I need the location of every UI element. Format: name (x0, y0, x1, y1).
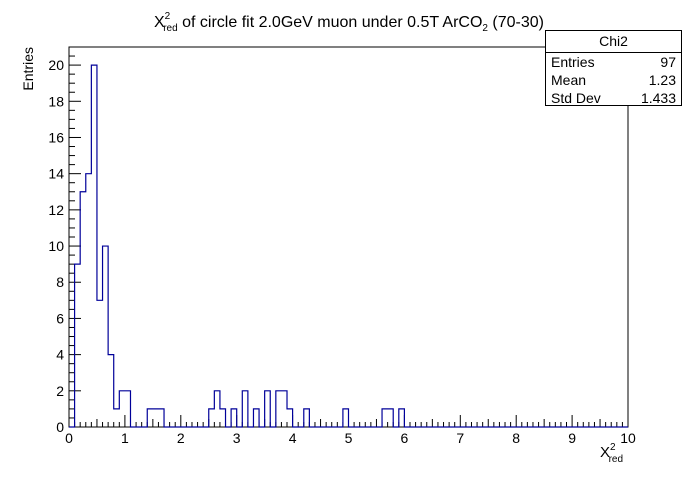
histogram-bin (158, 409, 164, 427)
histogram-bins (75, 65, 405, 427)
x-tick-label: 9 (568, 430, 576, 446)
stats-label: Mean (551, 72, 587, 88)
stats-label: Entries (551, 54, 595, 70)
histogram-bin (343, 409, 349, 427)
stats-row-stddev: Std Dev 1.433 (546, 89, 681, 107)
histogram-bin (125, 391, 131, 427)
histogram-bin (231, 409, 237, 427)
histogram-bin (281, 391, 287, 427)
histogram-bin (287, 409, 293, 427)
y-tick-label: 18 (48, 93, 64, 109)
histogram-bin (276, 391, 282, 427)
histogram-bin (108, 355, 114, 427)
title-sub: red (163, 23, 177, 34)
title-symbol: X (154, 14, 165, 31)
histogram-bin (253, 409, 259, 427)
stats-value: 97 (660, 54, 676, 70)
y-tick-label: 8 (56, 274, 64, 290)
y-axis-label: Entries (20, 47, 36, 91)
xlabel-symbol: X (600, 444, 610, 461)
histogram-bin (119, 391, 125, 427)
histogram-bin (114, 409, 120, 427)
xlabel-sub: red (609, 454, 623, 465)
title-text: of circle fit 2.0GeV muon under 0.5T ArC… (178, 14, 483, 31)
histogram-bin (399, 409, 405, 427)
x-axis-label: X2 red (600, 442, 623, 465)
histogram-bin (220, 409, 226, 427)
x-tick-label: 1 (121, 430, 129, 446)
histogram-bin (75, 264, 81, 427)
x-tick-label: 10 (620, 430, 636, 446)
y-tick-label: 0 (56, 419, 64, 435)
y-tick-label: 4 (56, 347, 64, 363)
y-tick-label: 20 (48, 57, 64, 73)
histogram-outline (69, 64, 628, 428)
x-tick-label: 0 (65, 430, 73, 446)
histogram-bin (91, 65, 97, 427)
histogram-bin (304, 409, 310, 427)
stats-row-entries: Entries 97 (546, 53, 681, 71)
x-tick-label: 4 (289, 430, 297, 446)
x-tick-label: 2 (177, 430, 185, 446)
y-tick-label: 10 (48, 238, 64, 254)
stats-label: Std Dev (551, 90, 601, 106)
stats-value: 1.433 (640, 90, 676, 106)
histogram-bin (86, 174, 92, 427)
y-tick-label: 2 (56, 383, 64, 399)
stats-box: Chi2 Entries 97 Mean 1.23 Std Dev 1.433 (545, 30, 682, 106)
title-co2-sub: 2 (482, 23, 488, 34)
histogram-bin (97, 300, 103, 427)
histogram-bin (242, 391, 248, 427)
histogram-bin (209, 409, 215, 427)
x-tick-label: 5 (345, 430, 353, 446)
stats-title: Chi2 (546, 31, 681, 53)
y-tick-label: 14 (48, 166, 64, 182)
x-tick-label: 6 (401, 430, 409, 446)
stats-value: 1.23 (648, 72, 676, 88)
y-tick-label: 16 (48, 129, 64, 145)
histogram-bin (265, 391, 271, 427)
chart-title: X2 red of circle fit 2.0GeV muon under 0.… (154, 11, 544, 34)
histogram-bin (147, 409, 153, 427)
stats-row-mean: Mean 1.23 (546, 71, 681, 89)
histogram-bin (214, 391, 220, 427)
histogram-bin (382, 409, 388, 427)
title-sup: 2 (165, 11, 171, 22)
histogram-bin (153, 409, 159, 427)
xlabel-sup: 2 (610, 442, 616, 453)
x-tick-label: 7 (456, 430, 464, 446)
histogram-bin (388, 409, 394, 427)
y-tick-label: 12 (48, 202, 64, 218)
histogram-bin (80, 192, 86, 427)
title-tail: (70-30) (488, 14, 544, 31)
x-tick-label: 8 (512, 430, 520, 446)
y-tick-label: 6 (56, 310, 64, 326)
histogram-bin (103, 246, 109, 427)
x-tick-label: 3 (233, 430, 241, 446)
